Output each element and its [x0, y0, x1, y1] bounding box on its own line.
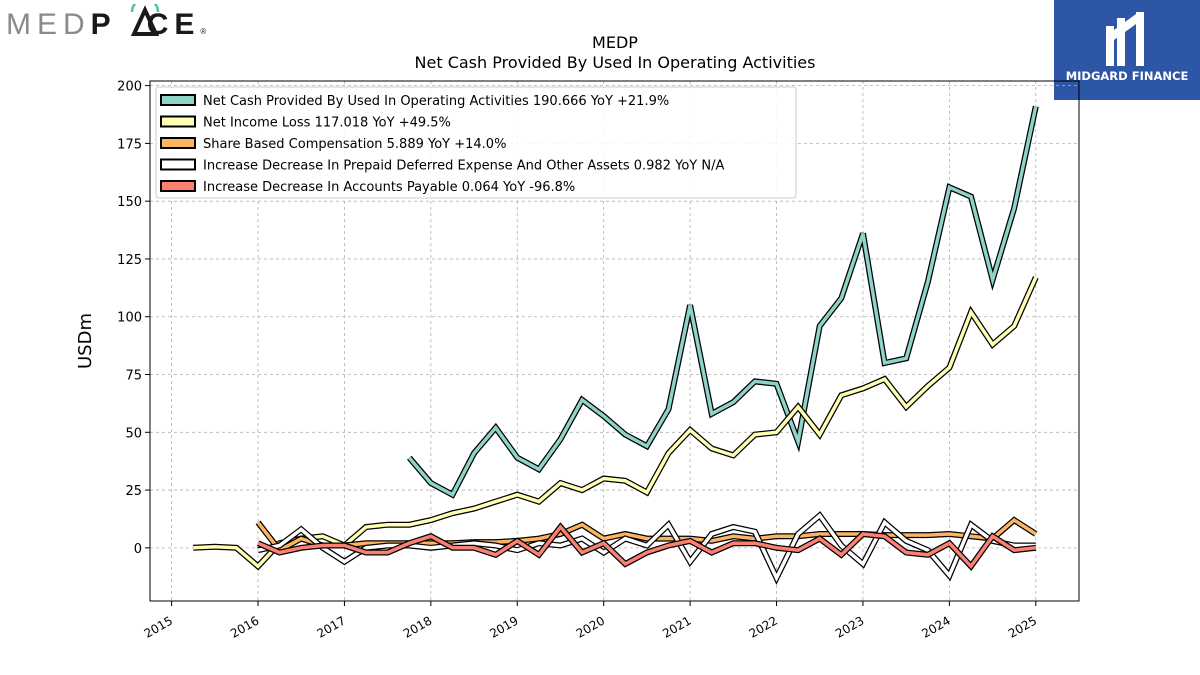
plot-frame: [149, 80, 1080, 602]
registered-mark: ®: [200, 27, 212, 36]
y-tick-label: 200: [117, 80, 142, 95]
y-tick-label: 150: [117, 195, 142, 210]
legend-label: Increase Decrease In Accounts Payable 0.…: [203, 180, 575, 195]
y-tick-label: 100: [117, 311, 142, 326]
legend: Net Cash Provided By Used In Operating A…: [155, 86, 797, 199]
legend-swatch: [160, 137, 196, 149]
series-net-income-loss: [193, 276, 1039, 571]
x-tick-label: 2016: [228, 613, 261, 640]
x-tick-label: 2018: [401, 613, 434, 640]
legend-item: Share Based Compensation 5.889 YoY +14.0…: [160, 137, 506, 152]
chart-title: MEDP: [592, 33, 638, 52]
logo-text-p: P: [91, 8, 117, 41]
legend-label: Share Based Compensation 5.889 YoY +14.0…: [203, 137, 506, 152]
legend-item: Net Cash Provided By Used In Operating A…: [160, 94, 669, 109]
x-tick-label: 2020: [574, 613, 607, 640]
x-tick-label: 2023: [833, 613, 866, 640]
x-tick-label: 2021: [660, 613, 693, 640]
y-tick-label: 50: [125, 426, 142, 441]
series-line: [257, 512, 1036, 582]
y-tick-label: 175: [117, 137, 142, 152]
series-net-cash-provided-by-used-in-operating-activities: [407, 105, 1039, 499]
y-tick-label: 0: [134, 542, 142, 557]
legend-label: Net Cash Provided By Used In Operating A…: [203, 94, 669, 109]
legend-swatch: [160, 115, 196, 128]
x-tick-label: 2017: [314, 613, 347, 640]
medpace-logo: MEDP CE®: [6, 4, 212, 41]
x-axis: 2015 2016 2017 2018 2019 2020 2021 2022 2023 2024…: [142, 601, 1039, 641]
legend-item: Increase Decrease In Accounts Payable 0.…: [160, 180, 575, 195]
legend-label: Increase Decrease In Prepaid Deferred Ex…: [203, 159, 724, 174]
x-tick-label: 2022: [747, 613, 780, 640]
x-tick-label: 2019: [487, 613, 520, 640]
y-axis-label: USDm: [75, 313, 96, 369]
series-layer: [193, 105, 1039, 585]
series-increase-decrease-in-prepaid-deferred-expense-and-other-assets: [257, 511, 1036, 585]
legend-item: Increase Decrease In Prepaid Deferred Ex…: [160, 158, 724, 174]
legend-box: [155, 86, 797, 199]
y-tick-label: 25: [125, 484, 142, 499]
midgard-finance-text: MIDGARD FINANCE: [1066, 69, 1189, 83]
y-tick-label: 75: [125, 369, 142, 384]
y-tick-label: 125: [117, 253, 142, 268]
legend-swatch: [160, 94, 196, 106]
x-tick-label: 2024: [919, 613, 952, 640]
series-line: [407, 106, 1038, 498]
logo-a-icon: [130, 4, 160, 36]
y-axis: 0 25 50 75 100 125 150 175 200: [117, 80, 150, 557]
legend-item: Net Income Loss 117.018 YoY +49.5%: [160, 115, 451, 131]
midgard-finance-logo: MIDGARD FINANCE: [1054, 0, 1200, 100]
series-line: [257, 524, 1036, 570]
legend-swatch: [160, 158, 196, 171]
x-tick-label: 2025: [1006, 613, 1039, 640]
legend-label: Net Income Loss 117.018 YoY +49.5%: [203, 116, 451, 131]
midgard-m-icon: [1106, 12, 1144, 66]
logo-text-med: MED: [6, 8, 91, 41]
chart-subtitle: Net Cash Provided By Used In Operating A…: [415, 53, 816, 72]
series-line: [193, 276, 1038, 569]
series-increase-decrease-in-accounts-payable: [256, 522, 1037, 572]
x-tick-label: 2015: [142, 613, 175, 640]
legend-swatch: [160, 180, 196, 192]
